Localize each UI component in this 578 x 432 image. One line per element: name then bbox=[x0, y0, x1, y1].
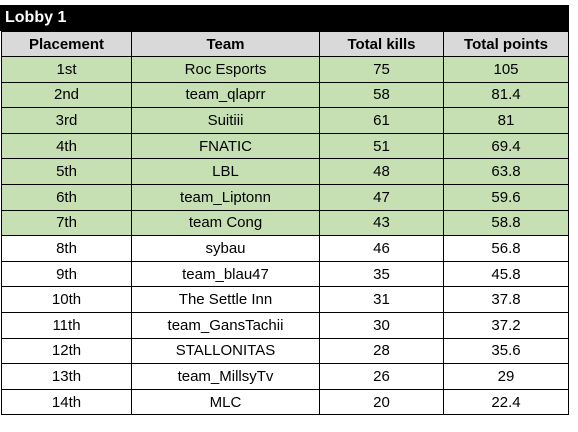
total-kills-cell: 51 bbox=[319, 132, 444, 160]
placement-cell: 6th bbox=[1, 183, 132, 211]
placement-cell: 3rd bbox=[1, 107, 132, 134]
header-row: Placement Team Total kills Total points bbox=[1, 31, 569, 57]
table-row: 6th team_Liptonn 47 59.6 bbox=[1, 183, 569, 211]
team-cell: MLC bbox=[131, 388, 320, 416]
total-points-cell: 37.8 bbox=[443, 286, 569, 313]
placement-cell: 10th bbox=[1, 286, 132, 313]
placement-cell: 2nd bbox=[1, 81, 132, 109]
placement-cell: 14th bbox=[1, 388, 132, 416]
total-kills-cell: 35 bbox=[319, 260, 444, 288]
team-cell: team_MillsyTv bbox=[131, 363, 320, 390]
total-kills-cell: 75 bbox=[319, 56, 444, 83]
total-points-cell: 81 bbox=[443, 107, 569, 134]
placement-cell: 8th bbox=[1, 235, 132, 262]
team-cell: LBL bbox=[131, 158, 320, 185]
column-header-placement: Placement bbox=[1, 31, 132, 57]
total-points-cell: 56.8 bbox=[443, 235, 569, 262]
total-kills-cell: 43 bbox=[319, 209, 444, 237]
table-row: 3rd Suitiii 61 81 bbox=[1, 107, 569, 134]
placement-cell: 5th bbox=[1, 158, 132, 185]
column-header-total-points: Total points bbox=[443, 31, 569, 57]
total-kills-cell: 46 bbox=[319, 235, 444, 262]
table-row: 7th team Cong 43 58.8 bbox=[1, 209, 569, 237]
column-header-total-kills: Total kills bbox=[319, 31, 444, 57]
total-points-cell: 59.6 bbox=[443, 183, 569, 211]
team-cell: The Settle Inn bbox=[131, 286, 320, 313]
team-cell: team_GansTachii bbox=[131, 311, 320, 339]
placement-cell: 1st bbox=[1, 56, 132, 83]
total-points-cell: 105 bbox=[443, 56, 569, 83]
total-kills-cell: 30 bbox=[319, 311, 444, 339]
total-points-cell: 69.4 bbox=[443, 132, 569, 160]
total-points-cell: 37.2 bbox=[443, 311, 569, 339]
team-cell: Roc Esports bbox=[131, 56, 320, 83]
team-cell: Suitiii bbox=[131, 107, 320, 134]
team-cell: STALLONITAS bbox=[131, 337, 320, 365]
column-header-team: Team bbox=[131, 31, 320, 57]
total-kills-cell: 31 bbox=[319, 286, 444, 313]
table-row: 5th LBL 48 63.8 bbox=[1, 158, 569, 185]
table-row: 11th team_GansTachii 30 37.2 bbox=[1, 311, 569, 339]
placement-cell: 11th bbox=[1, 311, 132, 339]
table-row: 13th team_MillsyTv 26 29 bbox=[1, 363, 569, 390]
team-cell: team_Liptonn bbox=[131, 183, 320, 211]
total-kills-cell: 61 bbox=[319, 107, 444, 134]
total-kills-cell: 28 bbox=[319, 337, 444, 365]
placement-cell: 13th bbox=[1, 363, 132, 390]
table-row: 12th STALLONITAS 28 35.6 bbox=[1, 337, 569, 365]
total-points-cell: 29 bbox=[443, 363, 569, 390]
total-points-cell: 45.8 bbox=[443, 260, 569, 288]
table-row: 2nd team_qlaprr 58 81.4 bbox=[1, 81, 569, 109]
placement-cell: 12th bbox=[1, 337, 132, 365]
total-points-cell: 22.4 bbox=[443, 388, 569, 416]
total-points-cell: 58.8 bbox=[443, 209, 569, 237]
team-cell: team_qlaprr bbox=[131, 81, 320, 109]
table-row: 14th MLC 20 22.4 bbox=[1, 388, 569, 416]
table-row: 1st Roc Esports 75 105 bbox=[1, 56, 569, 83]
standings-body: 1st Roc Esports 75 105 2nd team_qlaprr 58 81.4 3… bbox=[1, 56, 569, 416]
team-cell: team_blau47 bbox=[131, 260, 320, 288]
team-cell: team Cong bbox=[131, 209, 320, 237]
total-kills-cell: 47 bbox=[319, 183, 444, 211]
table-row: 10th The Settle Inn 31 37.8 bbox=[1, 286, 569, 313]
placement-cell: 7th bbox=[1, 209, 132, 237]
total-kills-cell: 26 bbox=[319, 363, 444, 390]
total-kills-cell: 20 bbox=[319, 388, 444, 416]
table-row: 8th sybau 46 56.8 bbox=[1, 235, 569, 262]
placement-cell: 9th bbox=[1, 260, 132, 288]
team-cell: sybau bbox=[131, 235, 320, 262]
placement-cell: 4th bbox=[1, 132, 132, 160]
total-points-cell: 35.6 bbox=[443, 337, 569, 365]
total-points-cell: 81.4 bbox=[443, 81, 569, 109]
standings-table: Placement Team Total kills Total points … bbox=[1, 31, 569, 416]
total-kills-cell: 58 bbox=[319, 81, 444, 109]
lobby-title: Lobby 1 bbox=[0, 5, 569, 31]
table-row: 9th team_blau47 35 45.8 bbox=[1, 260, 569, 288]
table-row: 4th FNATIC 51 69.4 bbox=[1, 132, 569, 160]
team-cell: FNATIC bbox=[131, 132, 320, 160]
total-points-cell: 63.8 bbox=[443, 158, 569, 185]
total-kills-cell: 48 bbox=[319, 158, 444, 185]
